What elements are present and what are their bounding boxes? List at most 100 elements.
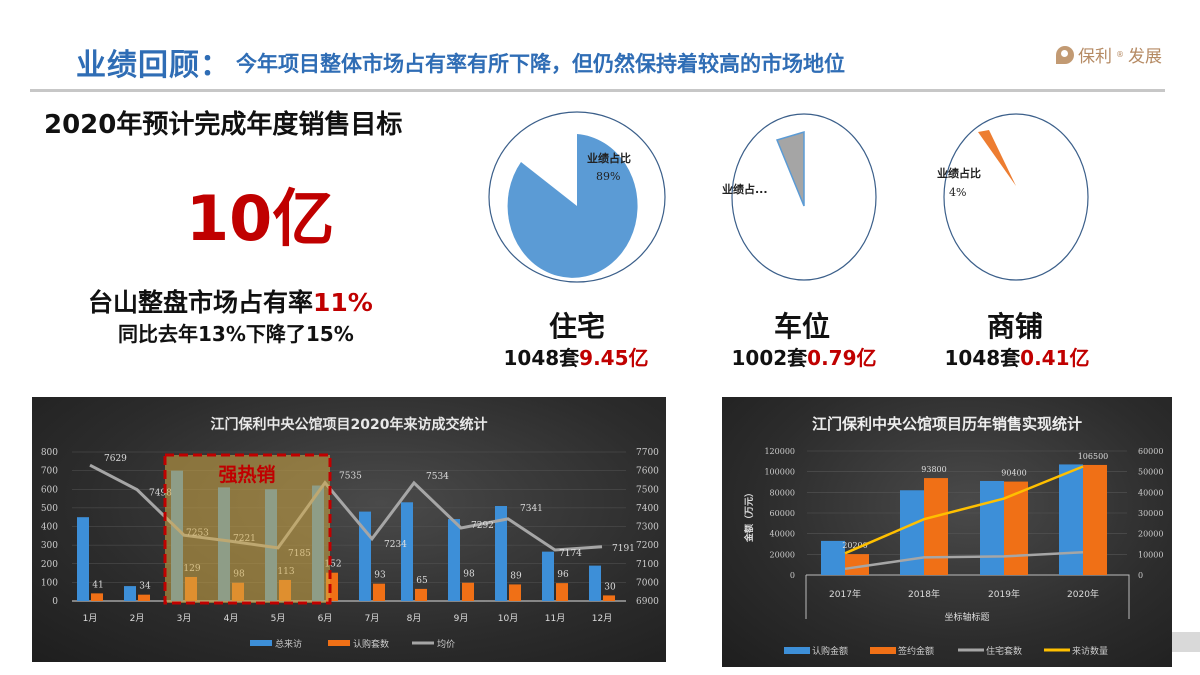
x-tick: 2019年 <box>988 588 1020 600</box>
bar-contract-amount <box>845 554 869 575</box>
yearly-sales-chart: 江门保利中央公馆项目历年销售实现统计 0 20000 40000 60000 80000 1… <box>722 397 1172 667</box>
market-share-line: 台山整盘市场占有率11% <box>88 283 373 319</box>
monthly-visits-chart: 江门保利中央公馆项目2020年来访成交统计 0 100 200 300 400 500 600… <box>32 397 666 662</box>
bar-label: 106500 <box>1078 452 1109 461</box>
line-label: 7191 <box>612 544 635 554</box>
page-subtitle: 今年项目整体市场占有率有所下降，但仍然保持着较高的市场地位 <box>236 52 845 76</box>
page-title: 业绩回顾： <box>76 48 231 83</box>
x-tick: 10月 <box>498 613 518 624</box>
line-label: 7535 <box>339 472 362 482</box>
pie-parking-stat: 1002套0.79亿 <box>704 342 904 371</box>
right-axis-tick: 6900 <box>636 597 659 607</box>
left-axis-tick: 800 <box>41 448 58 458</box>
bar-label: 98 <box>463 570 475 580</box>
sales-target-value: 10亿 <box>186 182 335 255</box>
right-axis-tick: 7200 <box>636 541 659 551</box>
pie-residential-pct: 89% <box>596 170 620 183</box>
sales-target-title: 2020年预计完成年度销售目标 <box>44 110 403 140</box>
right-axis-tick: 7400 <box>636 504 659 514</box>
pie-shops-pct: 4% <box>949 186 966 199</box>
x-tick: 9月 <box>454 613 469 624</box>
pie-parking: 业绩占... <box>717 110 897 285</box>
line-label: 7174 <box>559 549 582 559</box>
line-label: 7341 <box>520 504 543 514</box>
line-label: 7498 <box>149 489 172 499</box>
left-axis-tick: 0 <box>790 571 795 580</box>
legend-item: 均价 <box>437 638 455 650</box>
left-axis-tick: 0 <box>52 597 58 607</box>
bar-subscription-amount <box>1059 464 1083 575</box>
parking-units: 1002套 <box>731 346 808 370</box>
bar-label: 93800 <box>921 465 946 474</box>
bar-label: 41 <box>92 580 103 590</box>
bar-visits <box>542 551 554 601</box>
bar-label: 89 <box>510 571 522 581</box>
left-axis-tick: 400 <box>41 523 58 533</box>
bar-label: 152 <box>324 560 341 570</box>
market-share-value: 11% <box>313 288 373 317</box>
left-axis-tick: 600 <box>41 485 58 495</box>
right-axis-tick: 7700 <box>636 448 659 458</box>
bar-subscriptions <box>603 595 615 601</box>
pie-shops-name: 商铺 <box>986 310 1043 343</box>
right-axis-tick: 0 <box>1138 571 1143 580</box>
right-axis-tick: 30000 <box>1138 509 1163 518</box>
x-tick: 4月 <box>224 613 239 624</box>
logo-text: 保利 <box>1078 47 1112 67</box>
left-axis-tick: 20000 <box>770 550 795 559</box>
bar-label: 20200 <box>842 541 867 550</box>
right-axis-tick: 10000 <box>1138 550 1163 559</box>
left-axis-tick: 500 <box>41 504 58 514</box>
market-share-label: 台山整盘市场占有率 <box>88 288 314 317</box>
right-axis-tick: 7000 <box>636 578 659 588</box>
pie-shops: 业绩占比 4% <box>925 110 1105 285</box>
left-axis-tick: 80000 <box>770 488 795 497</box>
x-tick: 6月 <box>318 613 333 624</box>
legend-item: 来访数量 <box>1072 645 1108 657</box>
left-axis-tick: 700 <box>41 467 58 477</box>
hot-sales-highlight <box>163 453 332 605</box>
bar-subscriptions <box>462 582 474 601</box>
legend-item: 总来访 <box>275 638 302 650</box>
x-tick: 1月 <box>83 613 98 624</box>
pie-residential-stat: 1048套9.45亿 <box>476 342 676 371</box>
x-tick: 5月 <box>271 613 286 624</box>
left-axis-tick: 200 <box>41 560 58 570</box>
bar-subscriptions <box>415 588 427 601</box>
x-tick: 8月 <box>407 613 422 624</box>
left-axis-tick: 120000 <box>764 447 795 456</box>
bar-subscriptions <box>138 594 150 601</box>
legend-item: 认购金额 <box>812 645 848 657</box>
bar-label: 30 <box>604 582 616 592</box>
x-tick: 7月 <box>365 613 380 624</box>
pie-residential-label: 业绩占比 <box>587 151 631 165</box>
bar-subscription-amount <box>900 490 924 575</box>
parking-amount: 0.79亿 <box>807 346 877 370</box>
x-tick: 2月 <box>130 613 145 624</box>
y-axis-title: 金额（万元） <box>743 488 755 543</box>
x-axis-title: 坐标轴标题 <box>944 611 989 623</box>
right-axis-tick: 7600 <box>636 467 659 477</box>
bar-subscriptions <box>509 584 521 601</box>
line-label: 7534 <box>426 472 449 482</box>
left-axis-tick: 100000 <box>764 468 795 477</box>
line-residential-units <box>844 551 1084 571</box>
right-axis-tick: 7500 <box>636 485 659 495</box>
legend-item: 签约金额 <box>898 645 934 657</box>
chart-title: 江门保利中央公馆项目历年销售实现统计 <box>812 415 1082 433</box>
left-axis-tick: 60000 <box>770 509 795 518</box>
x-tick: 12月 <box>592 613 612 624</box>
legend-item: 认购套数 <box>353 638 389 650</box>
bar-visits <box>401 502 413 601</box>
bar-contract-amount <box>1004 481 1028 575</box>
chart-title: 江门保利中央公馆项目2020年来访成交统计 <box>211 416 488 433</box>
bar-subscription-amount <box>821 540 845 575</box>
logo-registered: ® <box>1116 50 1124 59</box>
shops-units: 1048套 <box>944 346 1021 370</box>
residential-amount: 9.45亿 <box>579 346 649 370</box>
bar-visits <box>77 517 89 601</box>
right-axis-tick: 20000 <box>1138 530 1163 539</box>
shops-amount: 0.41亿 <box>1020 346 1090 370</box>
bar-label: 65 <box>416 576 428 586</box>
x-tick: 2020年 <box>1067 588 1099 600</box>
